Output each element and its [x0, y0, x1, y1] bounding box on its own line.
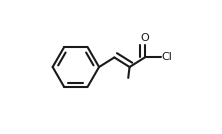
- Text: O: O: [141, 33, 149, 43]
- Text: Cl: Cl: [161, 52, 172, 62]
